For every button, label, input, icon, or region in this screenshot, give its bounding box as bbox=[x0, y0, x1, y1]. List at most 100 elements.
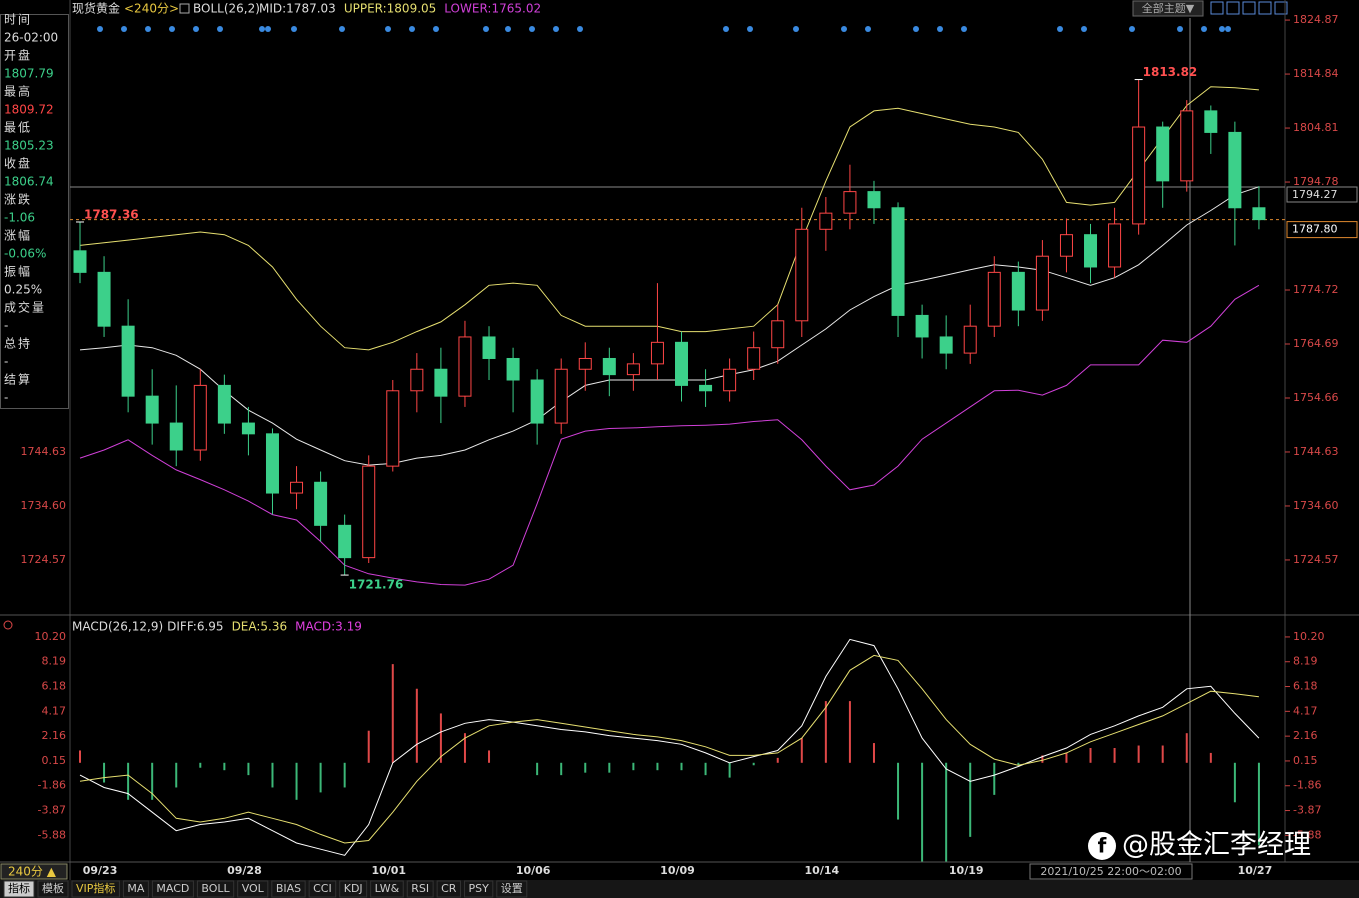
signal-dot bbox=[1129, 26, 1135, 32]
y-tick-label: 1764.69 bbox=[1293, 337, 1339, 350]
tab-label[interactable]: MA bbox=[127, 882, 144, 895]
tab-box[interactable] bbox=[237, 880, 269, 898]
period-selector[interactable]: 240分 ▲ bbox=[8, 865, 57, 879]
tab-label[interactable]: VOL bbox=[242, 882, 265, 895]
info-value: 1805.23 bbox=[4, 139, 54, 153]
tab[interactable]: KDJ bbox=[339, 880, 368, 898]
info-value: 1809.72 bbox=[4, 103, 54, 117]
candle-body bbox=[1252, 207, 1266, 221]
icon[interactable] bbox=[1210, 1, 1224, 15]
tab[interactable]: LW& bbox=[370, 880, 404, 898]
watermark: f @股金汇李经理 bbox=[1088, 830, 1311, 861]
tab-label[interactable]: BOLL bbox=[201, 882, 230, 895]
period-box[interactable] bbox=[0, 863, 68, 880]
signal-dot bbox=[1219, 26, 1225, 32]
signal-dot bbox=[1225, 26, 1231, 32]
tab-box[interactable] bbox=[370, 880, 404, 898]
theme-label[interactable]: 全部主题▼ bbox=[1142, 1, 1195, 15]
candle-body bbox=[97, 271, 111, 327]
tab-box[interactable] bbox=[463, 880, 494, 898]
candle-body bbox=[145, 395, 159, 424]
tab[interactable]: CCI bbox=[308, 880, 337, 898]
watermark-logo-f: f bbox=[1098, 834, 1107, 858]
tab-label[interactable]: KDJ bbox=[344, 882, 363, 895]
candle-body bbox=[386, 390, 400, 467]
candle-body bbox=[265, 433, 279, 494]
signal-dot bbox=[193, 26, 199, 32]
tab-box[interactable] bbox=[37, 880, 69, 898]
tab-label[interactable]: RSI bbox=[411, 882, 429, 895]
tab[interactable]: PSY bbox=[463, 880, 494, 898]
tab[interactable]: 模板 bbox=[37, 880, 69, 898]
tab[interactable]: 设置 bbox=[496, 880, 528, 898]
info-label: 最高 bbox=[4, 84, 32, 99]
y-tick-label: 1774.72 bbox=[1293, 283, 1339, 296]
tab-box[interactable] bbox=[436, 880, 461, 898]
signal-dot bbox=[265, 26, 271, 32]
signal-dot bbox=[433, 26, 439, 32]
tab-box[interactable] bbox=[196, 880, 235, 898]
tab[interactable]: MA bbox=[122, 880, 149, 898]
tab-box[interactable] bbox=[308, 880, 337, 898]
tab[interactable]: VOL bbox=[237, 880, 269, 898]
tab-label[interactable]: 模板 bbox=[42, 881, 64, 895]
tab-box[interactable] bbox=[406, 880, 434, 898]
tab-box[interactable] bbox=[496, 880, 528, 898]
tab[interactable]: BIAS bbox=[271, 880, 306, 898]
tab-box[interactable] bbox=[3, 880, 35, 898]
extreme-label: 1721.76 bbox=[349, 578, 404, 592]
candle-body bbox=[891, 207, 905, 316]
indicator: BOLL(26,2) bbox=[193, 2, 260, 16]
tab-box[interactable] bbox=[271, 880, 306, 898]
theme-button[interactable] bbox=[1132, 0, 1204, 17]
info-value: -1.06 bbox=[4, 211, 35, 225]
tab[interactable]: VIP指标 bbox=[71, 880, 120, 898]
candle-body bbox=[723, 368, 737, 392]
signal-dot bbox=[937, 26, 943, 32]
candle-body bbox=[699, 384, 713, 392]
tab[interactable]: RSI bbox=[406, 880, 434, 898]
info-value: 26-02:00 bbox=[4, 31, 58, 45]
tab-label[interactable]: MACD bbox=[156, 882, 189, 895]
y-tick-label: 8.19 bbox=[1293, 655, 1318, 668]
crosshair-time: 2021/10/25 22:00～02:00 bbox=[1040, 865, 1181, 878]
icon[interactable] bbox=[1242, 1, 1256, 15]
y-tick-label: -3.87 bbox=[1293, 804, 1321, 817]
tab-label[interactable]: 指标 bbox=[8, 881, 30, 895]
info-value: 1807.79 bbox=[4, 67, 54, 81]
tab-box[interactable] bbox=[122, 880, 149, 898]
symbol: 现货黄金 bbox=[72, 1, 120, 16]
tab[interactable]: 指标 bbox=[3, 880, 35, 898]
tab-box[interactable] bbox=[339, 880, 368, 898]
macd-line bbox=[79, 654, 1259, 844]
signal-dot bbox=[169, 26, 175, 32]
x-tick-label: 10/19 bbox=[949, 864, 984, 877]
candle-body bbox=[169, 422, 183, 451]
tab-label[interactable]: CCI bbox=[313, 882, 332, 895]
candle-body bbox=[819, 212, 833, 230]
tab-box[interactable] bbox=[151, 880, 194, 898]
last-price-box bbox=[1286, 221, 1358, 239]
signal-dot bbox=[793, 26, 799, 32]
tab[interactable]: CR bbox=[436, 880, 461, 898]
tab-label[interactable]: PSY bbox=[468, 882, 489, 895]
tab-box[interactable] bbox=[71, 880, 120, 898]
tab[interactable]: MACD bbox=[151, 880, 194, 898]
icon[interactable] bbox=[1274, 1, 1288, 15]
tab-label[interactable]: BIAS bbox=[276, 882, 301, 895]
tab-label[interactable]: 设置 bbox=[501, 882, 523, 895]
icon[interactable] bbox=[1258, 1, 1272, 15]
y-tick-label: 1754.66 bbox=[1293, 391, 1339, 404]
tab[interactable]: BOLL bbox=[196, 880, 235, 898]
tab-label[interactable]: VIP指标 bbox=[76, 881, 115, 895]
icon[interactable] bbox=[1226, 1, 1240, 15]
y-tick-label: 1814.84 bbox=[1293, 67, 1339, 80]
signal-dot bbox=[385, 26, 391, 32]
tab-label[interactable]: LW& bbox=[375, 882, 400, 895]
candle-body bbox=[193, 384, 207, 451]
y-tick-label-left: 6.18 bbox=[42, 680, 67, 693]
info-label: 时间 bbox=[4, 13, 32, 27]
tab-label[interactable]: CR bbox=[441, 882, 457, 895]
candle-body bbox=[530, 379, 544, 424]
